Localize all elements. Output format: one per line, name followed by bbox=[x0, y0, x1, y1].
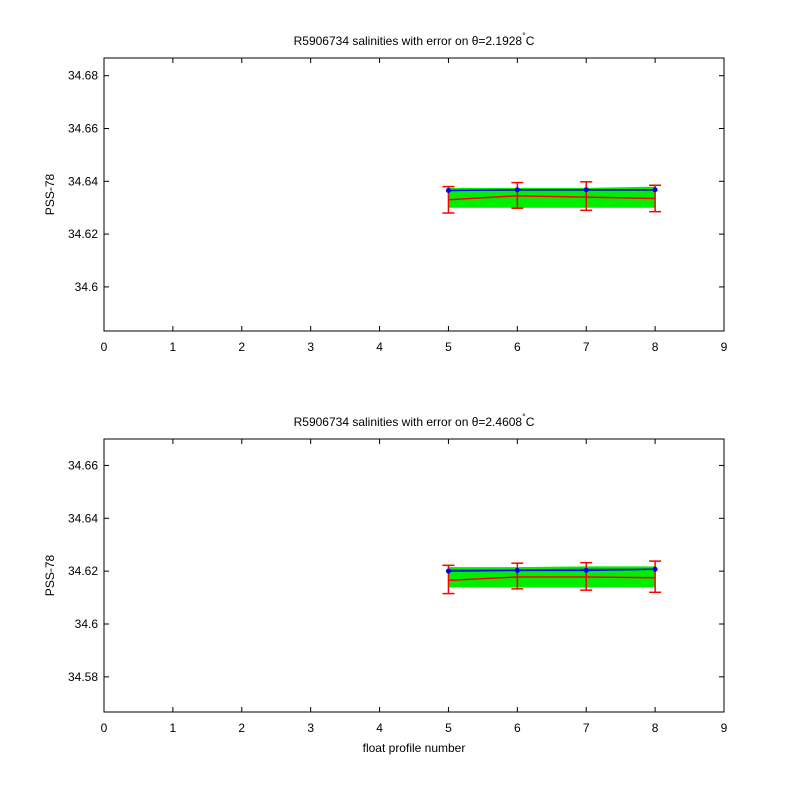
y-tick-label: 34.66 bbox=[68, 121, 98, 135]
chart-title: R5906734 salinities with error on θ=2.19… bbox=[294, 31, 535, 48]
x-tick-label: 9 bbox=[721, 721, 728, 735]
float-salinity-point bbox=[514, 567, 520, 573]
x-tick-label: 8 bbox=[652, 340, 659, 354]
chart-title-main: R5906734 salinities with error on θ=2.46… bbox=[294, 415, 523, 429]
x-tick-label: 7 bbox=[583, 340, 590, 354]
y-tick-label: 34.62 bbox=[68, 564, 98, 578]
y-tick-label: 34.6 bbox=[75, 280, 99, 294]
float-salinity-point bbox=[514, 187, 520, 193]
x-tick-label: 0 bbox=[101, 340, 108, 354]
chart-title-main: R5906734 salinities with error on θ=2.19… bbox=[294, 34, 523, 48]
x-tick-label: 3 bbox=[307, 340, 314, 354]
x-tick-label: 0 bbox=[101, 721, 108, 735]
x-tick-label: 2 bbox=[238, 721, 245, 735]
float-salinity-point bbox=[445, 568, 451, 574]
axes-box bbox=[103, 57, 725, 332]
chart-title-unit: C bbox=[526, 34, 535, 48]
x-tick-label: 6 bbox=[514, 340, 521, 354]
bottom-salinity-panel: 0 1 2 3 4 5 6 7 8 9 34.58 34.6 34.62 34.64 34.66 R59067… bbox=[43, 412, 728, 755]
x-tick-label: 6 bbox=[514, 721, 521, 735]
float-salinity-point bbox=[445, 188, 451, 194]
float-salinity-line bbox=[448, 568, 656, 572]
x-tick-label: 8 bbox=[652, 721, 659, 735]
chart-title: R5906734 salinities with error on θ=2.46… bbox=[294, 412, 535, 429]
y-axis-label: PSS-78 bbox=[43, 173, 57, 215]
x-tick-label: 1 bbox=[170, 340, 177, 354]
y-tick-label: 34.66 bbox=[68, 458, 98, 472]
top-salinity-panel: 0 1 2 3 4 5 6 7 8 9 34.6 34.62 34.64 34.66 34.68 R59067… bbox=[43, 31, 728, 354]
x-tick-label: 1 bbox=[170, 721, 177, 735]
y-tick-label: 34.68 bbox=[68, 69, 98, 83]
mapped-salinity-line bbox=[448, 195, 656, 201]
x-tick-label: 4 bbox=[376, 721, 383, 735]
x-tick-label: 4 bbox=[376, 340, 383, 354]
x-tick-label: 9 bbox=[721, 340, 728, 354]
y-tick-label: 34.62 bbox=[68, 227, 98, 241]
degree-sign: ° bbox=[522, 31, 526, 41]
degree-sign: ° bbox=[522, 412, 526, 422]
y-tick-label: 34.6 bbox=[75, 617, 99, 631]
y-tick-label: 34.58 bbox=[68, 670, 98, 684]
x-tick-label: 7 bbox=[583, 721, 590, 735]
y-tick-label: 34.64 bbox=[68, 511, 98, 525]
x-tick-label: 5 bbox=[445, 721, 452, 735]
float-salinity-point bbox=[652, 566, 658, 572]
x-tick-label: 5 bbox=[445, 340, 452, 354]
mapped-salinity-line bbox=[448, 576, 656, 582]
float-salinity-point bbox=[652, 187, 658, 193]
x-axis-label: float profile number bbox=[363, 741, 466, 755]
y-tick-label: 34.64 bbox=[68, 174, 98, 188]
chart-title-unit: C bbox=[526, 415, 535, 429]
band-centre-line bbox=[448, 568, 656, 571]
float-salinity-line bbox=[448, 188, 656, 192]
x-tick-label: 2 bbox=[238, 340, 245, 354]
x-tick-label: 3 bbox=[307, 721, 314, 735]
axes-box bbox=[103, 438, 725, 713]
float-salinity-point bbox=[583, 187, 589, 193]
float-salinity-point bbox=[583, 567, 589, 573]
y-axis-label: PSS-78 bbox=[43, 554, 57, 596]
